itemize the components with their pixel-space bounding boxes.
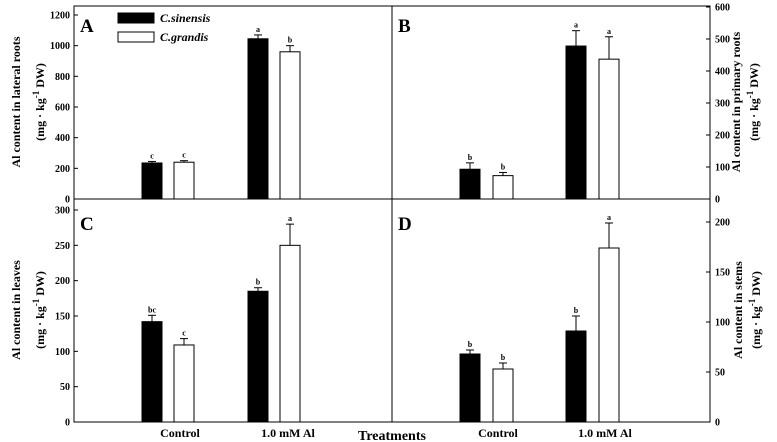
sig-label-c-c-grandis-1: a	[288, 214, 292, 223]
sig-label-d-c-sinensis-1: b	[574, 306, 579, 315]
y-tick-label-d: 50	[715, 368, 725, 379]
y-tick-label-c: 50	[60, 382, 70, 393]
category-label-control-left: Control	[160, 426, 200, 440]
unit-prefix: (mg · kg	[33, 306, 47, 349]
y-tick-label-c: 300	[55, 206, 70, 217]
bar-c-c-sinensis-1	[247, 290, 269, 423]
unit-superscript: -1	[747, 298, 757, 306]
y-tick-label-c: 150	[55, 312, 70, 323]
y-tick-label-c: 250	[55, 241, 70, 252]
panel-letter-b: B	[398, 16, 411, 37]
bar-b-c-grandis-0	[492, 175, 514, 200]
y-axis-unit-c: (mg · kg-1 DW)	[31, 271, 47, 349]
bar-b-c-sinensis-1	[565, 45, 587, 200]
sig-label-a-c-grandis-1: b	[288, 36, 293, 45]
y-tick-label-d: 200	[715, 218, 730, 229]
bar-d-c-grandis-0	[492, 368, 514, 423]
y-axis-unit-b: (mg · kg-1 DW)	[745, 63, 761, 141]
unit-prefix: (mg · kg	[33, 98, 47, 141]
unit-prefix: (mg · kg	[747, 98, 761, 141]
sig-label-a-c-sinensis-1: a	[256, 25, 260, 34]
category-label-control-right: Control	[478, 426, 518, 440]
y-tick-label-a: 1000	[50, 41, 70, 52]
sig-label-d-c-sinensis-0: b	[468, 340, 473, 349]
unit-superscript: -1	[31, 298, 41, 306]
legend: C.sinensis C.grandis	[117, 11, 211, 44]
y-tick-label-c: 100	[55, 347, 70, 358]
legend-swatch-c-grandis	[117, 31, 155, 43]
sig-label-b-c-grandis-1: a	[607, 27, 611, 36]
legend-swatch-c-sinensis	[117, 12, 155, 24]
y-tick-label-d: 0	[715, 418, 720, 429]
y-tick-label-d: 150	[715, 268, 730, 279]
y-tick-label-a: 200	[55, 164, 70, 175]
sig-label-b-c-sinensis-0: b	[468, 153, 473, 162]
y-axis-unit-d: (mg · kg-1 DW)	[747, 271, 763, 349]
bar-c-c-grandis-0	[173, 344, 195, 423]
sig-label-c-c-sinensis-0: bc	[148, 305, 156, 314]
y-tick-label-b: 100	[715, 163, 730, 174]
y-tick-label-b: 300	[715, 99, 730, 110]
sig-label-c-c-sinensis-1: b	[256, 278, 261, 287]
y-axis-title-d: Al content in stems	[731, 261, 745, 359]
bar-b-c-grandis-1	[598, 58, 620, 200]
panel-a: A 0 200 400 600 800 1000 1200 Al content in late…	[9, 11, 301, 206]
unit-superscript: -1	[745, 90, 755, 98]
y-tick-label-b: 0	[715, 195, 720, 206]
unit-suffix: DW)	[33, 271, 47, 299]
bar-a-c-grandis-1	[279, 51, 301, 200]
bar-d-c-sinensis-1	[565, 330, 587, 423]
bar-b-c-sinensis-0	[459, 168, 481, 200]
y-tick-label-a: 600	[55, 103, 70, 114]
y-tick-label-c: 200	[55, 276, 70, 287]
y-axis-title-b: Al content in primary roots	[729, 31, 743, 172]
sig-label-d-c-grandis-1: a	[607, 213, 611, 222]
y-tick-label-a: 400	[55, 133, 70, 144]
y-axis-title-c: Al content in leaves	[9, 260, 23, 360]
unit-suffix: DW)	[749, 271, 763, 299]
y-tick-label-c: 0	[65, 418, 70, 429]
legend-label-c-grandis: C.grandis	[160, 30, 209, 44]
category-label-al-right: 1.0 mM Al	[578, 426, 632, 440]
y-tick-label-b: 500	[715, 35, 730, 46]
y-tick-label-d: 100	[715, 318, 730, 329]
sig-label-a-c-sinensis-0: c	[150, 151, 154, 160]
bar-a-c-grandis-0	[173, 161, 195, 200]
bar-c-c-sinensis-0	[141, 321, 163, 423]
category-label-al-left: 1.0 mM Al	[261, 426, 315, 440]
unit-suffix: DW)	[33, 63, 47, 91]
panel-c: C 0 50 100 150 200 250 300 Al content in leaves (…	[9, 206, 301, 429]
y-axis-unit-a: (mg · kg-1 DW)	[31, 63, 47, 141]
y-tick-label-b: 600	[715, 3, 730, 14]
y-tick-label-a: 800	[55, 72, 70, 83]
bar-a-c-sinensis-0	[141, 162, 163, 200]
bar-a-c-sinensis-1	[247, 38, 269, 200]
legend-label-c-sinensis: C.sinensis	[160, 11, 211, 25]
y-tick-label-b: 200	[715, 131, 730, 142]
unit-superscript: -1	[31, 90, 41, 98]
bar-d-c-sinensis-0	[459, 353, 481, 423]
panel-b: B 0 100 200 300 400 500 600 Al content in primar…	[398, 3, 761, 206]
sig-label-d-c-grandis-0: b	[501, 353, 506, 362]
sig-label-a-c-grandis-0: c	[182, 151, 186, 160]
y-tick-label-a: 1200	[50, 11, 70, 22]
y-tick-label-b: 400	[715, 67, 730, 78]
sig-label-c-c-grandis-0: c	[182, 329, 186, 338]
unit-suffix: DW)	[747, 63, 761, 91]
y-tick-label-a: 0	[65, 195, 70, 206]
panel-letter-d: D	[398, 214, 412, 235]
x-axis-title: Treatments	[358, 429, 426, 442]
panel-letter-a: A	[80, 16, 94, 37]
unit-prefix: (mg · kg	[749, 306, 763, 349]
panel-letter-c: C	[80, 214, 94, 235]
bar-c-c-grandis-1	[279, 244, 301, 423]
sig-label-b-c-sinensis-1: a	[574, 21, 578, 30]
y-axis-title-a: Al content in lateral roots	[9, 36, 23, 167]
bar-d-c-grandis-1	[598, 247, 620, 423]
sig-label-b-c-grandis-0: b	[501, 162, 506, 171]
